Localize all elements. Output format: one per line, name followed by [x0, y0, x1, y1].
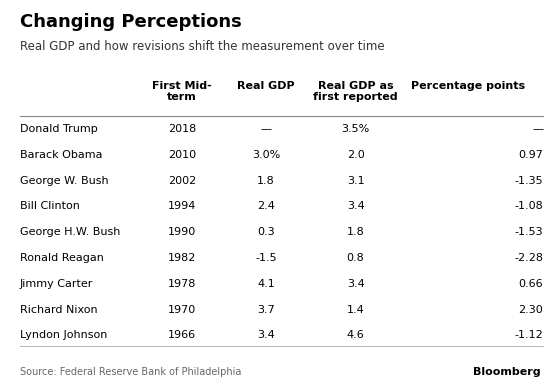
Text: First Mid-
term: First Mid- term [152, 81, 212, 102]
Text: Richard Nixon: Richard Nixon [20, 305, 97, 315]
Text: 1.4: 1.4 [347, 305, 365, 315]
Text: -1.12: -1.12 [515, 330, 543, 340]
Text: -1.5: -1.5 [255, 253, 277, 263]
Text: 3.5%: 3.5% [342, 124, 370, 134]
Text: Real GDP as
first reported: Real GDP as first reported [313, 81, 398, 102]
Text: Source: Federal Reserve Bank of Philadelphia: Source: Federal Reserve Bank of Philadel… [20, 367, 241, 377]
Text: 1994: 1994 [168, 201, 196, 211]
Text: Real GDP: Real GDP [237, 81, 295, 91]
Text: 3.7: 3.7 [257, 305, 275, 315]
Text: —: — [532, 124, 543, 134]
Text: 3.4: 3.4 [347, 201, 365, 211]
Text: —: — [260, 124, 272, 134]
Text: Barack Obama: Barack Obama [20, 150, 102, 160]
Text: 3.4: 3.4 [257, 330, 275, 340]
Text: -2.28: -2.28 [514, 253, 543, 263]
Text: 1966: 1966 [168, 330, 196, 340]
Text: 4.1: 4.1 [257, 279, 275, 289]
Text: 3.4: 3.4 [347, 279, 365, 289]
Text: 1.8: 1.8 [347, 227, 365, 237]
Text: 2.30: 2.30 [519, 305, 543, 315]
Text: 2018: 2018 [168, 124, 196, 134]
Text: Jimmy Carter: Jimmy Carter [20, 279, 93, 289]
Text: George W. Bush: George W. Bush [20, 176, 108, 186]
Text: 2.0: 2.0 [347, 150, 365, 160]
Text: 4.6: 4.6 [347, 330, 365, 340]
Text: Ronald Reagan: Ronald Reagan [20, 253, 104, 263]
Text: 0.3: 0.3 [257, 227, 275, 237]
Text: 0.97: 0.97 [519, 150, 543, 160]
Text: 1990: 1990 [168, 227, 196, 237]
Text: 2.4: 2.4 [257, 201, 275, 211]
Text: 1982: 1982 [168, 253, 196, 263]
Text: 2010: 2010 [168, 150, 196, 160]
Text: Donald Trump: Donald Trump [20, 124, 97, 134]
Text: 0.8: 0.8 [347, 253, 365, 263]
Text: 1970: 1970 [168, 305, 196, 315]
Text: 2002: 2002 [168, 176, 196, 186]
Text: -1.35: -1.35 [515, 176, 543, 186]
Text: Changing Perceptions: Changing Perceptions [20, 13, 241, 32]
Text: George H.W. Bush: George H.W. Bush [20, 227, 120, 237]
Text: 3.1: 3.1 [347, 176, 365, 186]
Text: 3.0%: 3.0% [252, 150, 280, 160]
Text: Bill Clinton: Bill Clinton [20, 201, 80, 211]
Text: Bloomberg: Bloomberg [473, 367, 540, 377]
Text: Lyndon Johnson: Lyndon Johnson [20, 330, 107, 340]
Text: 1978: 1978 [168, 279, 196, 289]
Text: 1.8: 1.8 [257, 176, 275, 186]
Text: -1.53: -1.53 [515, 227, 543, 237]
Text: Real GDP and how revisions shift the measurement over time: Real GDP and how revisions shift the mea… [20, 40, 384, 54]
Text: Percentage points: Percentage points [410, 81, 525, 91]
Text: 0.66: 0.66 [519, 279, 543, 289]
Text: -1.08: -1.08 [515, 201, 543, 211]
